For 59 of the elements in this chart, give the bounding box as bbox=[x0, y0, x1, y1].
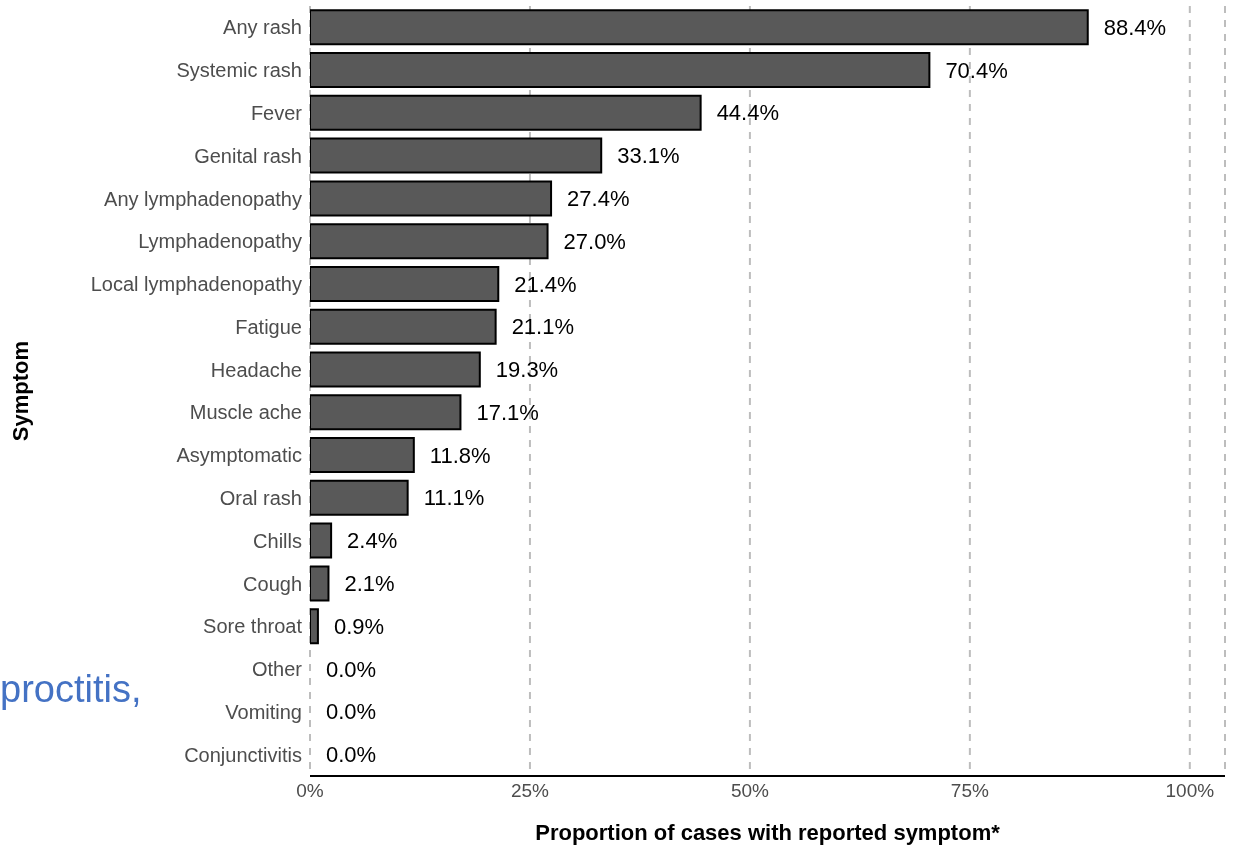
x-tick-label: 25% bbox=[510, 780, 550, 802]
data-label: 27.0% bbox=[563, 228, 626, 254]
data-label: 44.4% bbox=[716, 100, 780, 126]
bar bbox=[310, 52, 931, 89]
bar bbox=[310, 608, 319, 645]
bar bbox=[310, 522, 333, 559]
data-label: 88.4% bbox=[1103, 14, 1167, 40]
y-tick-label: Fatigue bbox=[235, 315, 302, 338]
y-tick-label: Lymphadenopathy bbox=[138, 230, 302, 253]
y-tick-label: Other bbox=[251, 658, 303, 681]
bar bbox=[310, 223, 549, 260]
bar bbox=[310, 137, 603, 174]
data-label: 33.1% bbox=[617, 143, 680, 169]
bar bbox=[310, 265, 500, 302]
bar bbox=[310, 437, 415, 474]
y-tick-label: Headache bbox=[210, 358, 302, 381]
x-tick-label: 100% bbox=[1165, 780, 1215, 802]
bar bbox=[310, 94, 702, 131]
y-tick-label: Oral rash bbox=[219, 487, 302, 510]
y-axis-title: Symptom bbox=[7, 340, 33, 442]
y-tick-label: Local lymphadenopathy bbox=[90, 273, 302, 296]
text: proctitis, bbox=[0, 668, 142, 711]
bar bbox=[310, 308, 497, 345]
y-tick-label: Any rash bbox=[223, 16, 302, 39]
data-label: 27.4% bbox=[567, 186, 630, 211]
x-tick-label: 50% bbox=[730, 780, 770, 802]
y-tick-label: Systemic rash bbox=[176, 59, 302, 82]
y-tick-label: Sore throat bbox=[203, 615, 303, 638]
data-label: 19.3% bbox=[495, 357, 559, 383]
data-label: 0.9% bbox=[333, 613, 385, 639]
y-tick-label: Muscle ache bbox=[189, 401, 302, 424]
data-label: 0.0% bbox=[326, 699, 377, 725]
data-label: 2.1% bbox=[344, 571, 395, 596]
data-label: 11.8% bbox=[429, 442, 491, 468]
y-tick-label: Conjunctivitis bbox=[184, 743, 302, 766]
data-label: 21.4% bbox=[514, 271, 577, 297]
y-tick-label: Chills bbox=[253, 529, 302, 552]
x-axis-title: Proportion of cases with reported symptom* bbox=[535, 820, 1001, 845]
bar bbox=[310, 565, 330, 602]
y-tick-label: Fever bbox=[250, 102, 303, 125]
data-label: 17.1% bbox=[476, 399, 539, 425]
bar bbox=[310, 180, 553, 217]
bar bbox=[310, 351, 481, 388]
x-tick-label: 0% bbox=[296, 780, 324, 802]
y-tick-label: Vomiting bbox=[225, 700, 302, 723]
data-label: 0.0% bbox=[326, 656, 377, 682]
data-label: 0.0% bbox=[326, 742, 377, 768]
data-label: 21.1% bbox=[511, 314, 575, 340]
y-tick-label: Genital rash bbox=[194, 144, 302, 167]
y-tick-label: Any lymphadenopathy bbox=[104, 187, 302, 210]
data-label: 11.1% bbox=[423, 485, 485, 511]
bar bbox=[310, 394, 462, 431]
y-tick-label: Asymptomatic bbox=[176, 444, 302, 467]
bar bbox=[310, 9, 1089, 46]
x-tick-label: 75% bbox=[950, 780, 989, 802]
data-label: 70.4% bbox=[945, 57, 1008, 83]
bar bbox=[310, 479, 409, 516]
y-tick-label: Cough bbox=[243, 572, 302, 595]
data-label: 2.4% bbox=[347, 528, 398, 554]
